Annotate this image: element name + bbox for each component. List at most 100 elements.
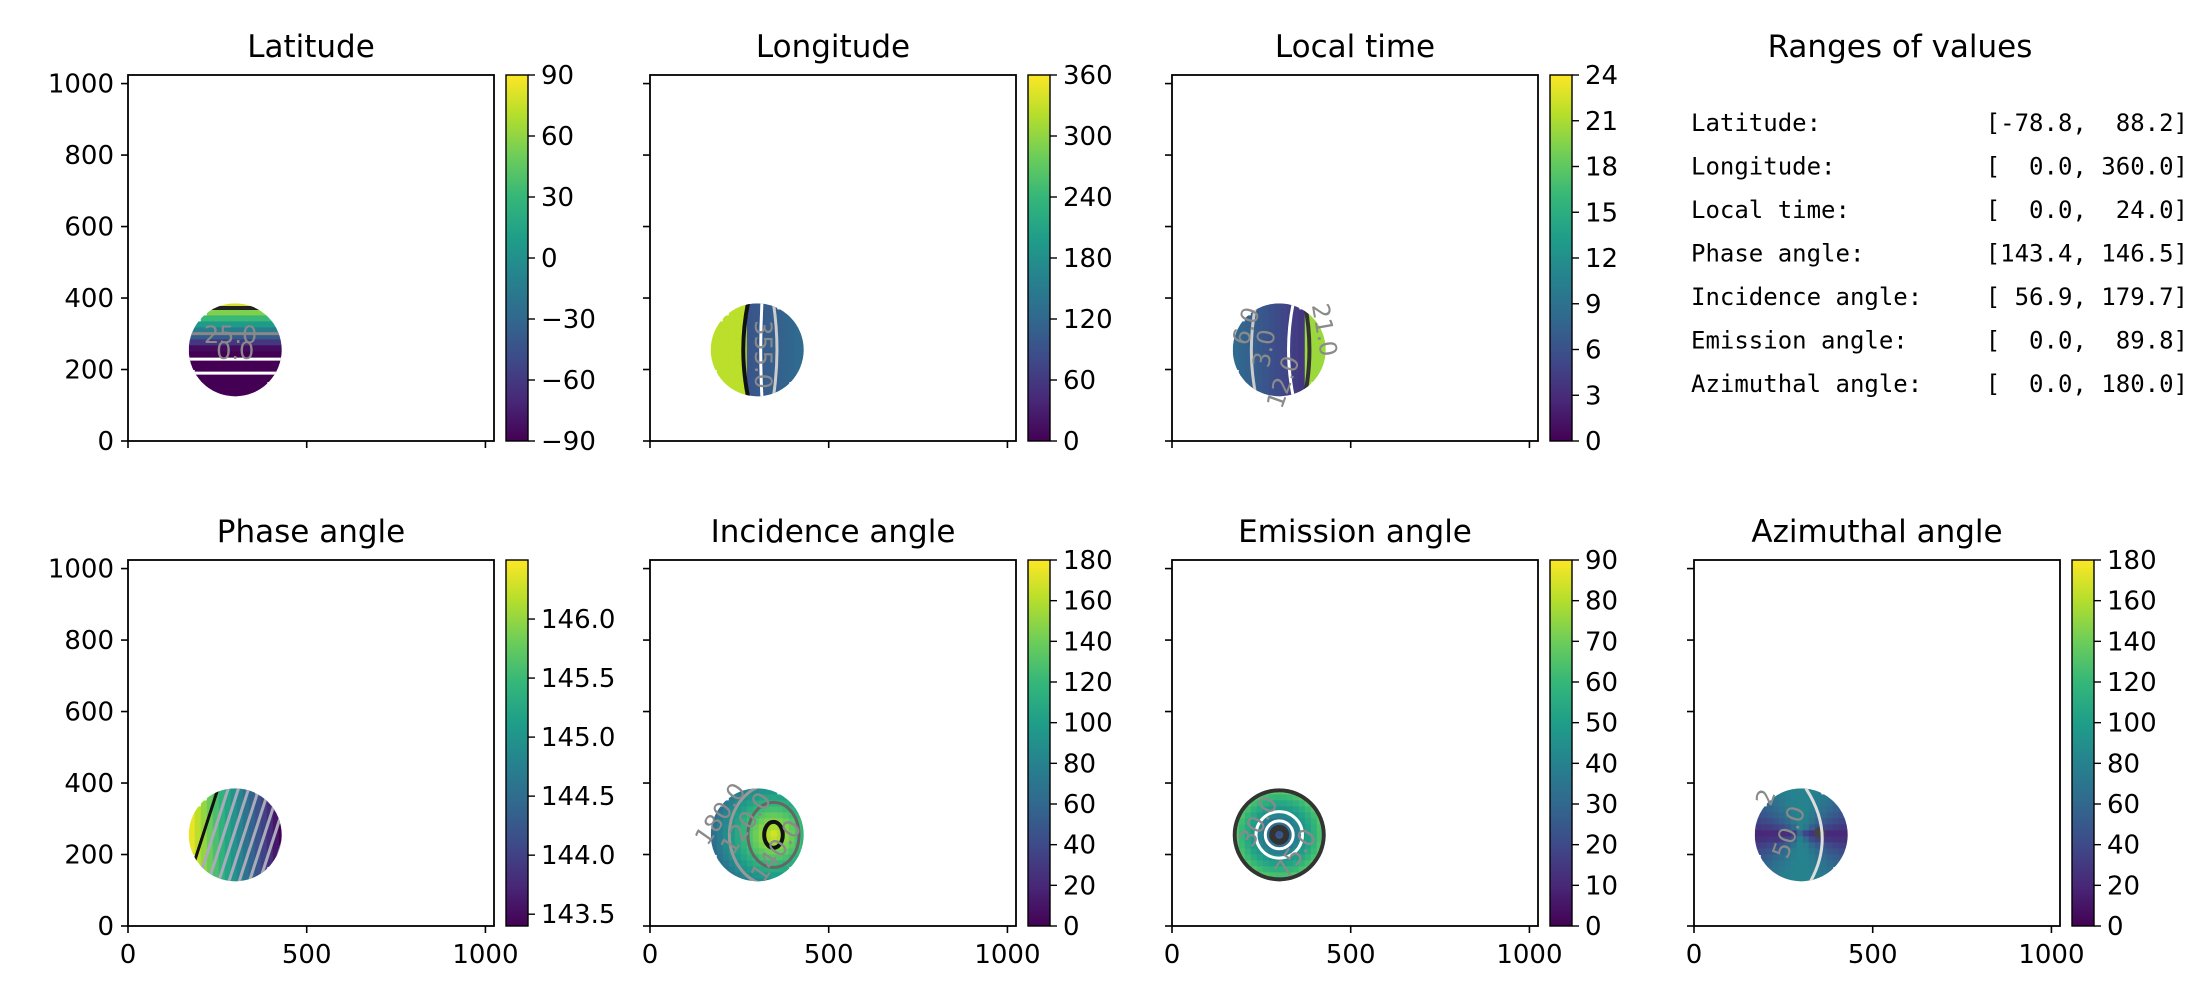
colorbar-tick-label: 12 (1585, 244, 1618, 274)
colorbar-tick-label: 60 (1585, 668, 1618, 698)
axes-frame (127, 74, 495, 442)
y-tick-label: 1000 (48, 70, 114, 100)
ranges-title: Ranges of values (1768, 29, 2033, 65)
contour-lines (1804, 788, 1826, 882)
ranges-value: [ 0.0, 180.0] (1986, 370, 2188, 398)
colorbar-tick-label: 100 (1063, 709, 1113, 739)
colorbar-tick-label: 160 (1063, 587, 1113, 617)
axes-frame (1171, 74, 1539, 442)
ranges-label: Azimuthal angle: (1691, 370, 1922, 398)
colorbar-tick-label: 3 (1585, 381, 1602, 411)
colorbar-tick-label: 80 (1585, 587, 1618, 617)
colorbar-tick-label: 21 (1585, 107, 1618, 137)
colorbar-tick-label: 60 (1063, 790, 1096, 820)
colorbar-gradient (1027, 559, 1051, 927)
ranges-panel: Ranges of values Latitude: [-78.8, 88.2] Lo… (1691, 29, 2188, 398)
colorbar-tick-label: 6 (1585, 336, 1602, 366)
colorbar-tick-label: 0 (2107, 912, 2124, 942)
colorbar-tick-label: 100 (2107, 709, 2157, 739)
contour-lines (741, 303, 779, 397)
ranges-label: Local time: (1691, 196, 1850, 224)
colorbar-tick-label: 120 (2107, 668, 2157, 698)
colorbar-tick-label: −30 (541, 305, 596, 335)
contour-lines (727, 788, 804, 882)
ranges-value: [ 0.0, 360.0] (1986, 153, 2188, 181)
ranges-label: Incidence angle: (1691, 283, 1922, 311)
subplot-title: Local time (1275, 29, 1435, 65)
x-tick-label: 0 (1686, 940, 1703, 970)
y-tick-label: 400 (64, 284, 114, 314)
y-tick-label: 600 (64, 213, 114, 243)
colorbar-tick-label: 240 (1063, 183, 1113, 213)
colorbar: 143.5 144.0 144.5 145.0 145.5 146.0 (505, 559, 615, 930)
colorbar-tick-label: 140 (1063, 627, 1113, 657)
axes-frame (649, 559, 1017, 927)
colorbar-tick-label: 0 (1585, 912, 1602, 942)
colorbar-tick-label: 140 (2107, 627, 2157, 657)
ranges-value: [-78.8, 88.2] (1986, 109, 2188, 137)
y-tick-label: 800 (64, 626, 114, 656)
colorbar-tick-label: 60 (2107, 790, 2140, 820)
colorbar-tick-label: 120 (1063, 305, 1113, 335)
y-tick-label: 1000 (48, 555, 114, 585)
colorbar-tick-label: 300 (1063, 122, 1113, 152)
colorbar-tick-label: 20 (1585, 831, 1618, 861)
colorbar-tick-label: 80 (1063, 749, 1096, 779)
ranges-value: [ 0.0, 89.8] (1986, 327, 2188, 355)
colorbar-tick-label: 360 (1063, 61, 1113, 91)
colorbar-gradient (1549, 74, 1573, 442)
colorbar-tick-label: 40 (1063, 831, 1096, 861)
colorbar-tick-label: 60 (1063, 366, 1096, 396)
colorbar-tick-label: 40 (1585, 749, 1618, 779)
colorbar: 0 20 40 60 80 100 120 140 160 180 (1027, 546, 1113, 942)
colorbar-tick-label: 15 (1585, 198, 1618, 228)
subplot-title: Phase angle (217, 514, 405, 550)
x-tick-label: 500 (1848, 940, 1898, 970)
contour-label: 0.0 (216, 337, 254, 365)
subplot-latitude: Latitude25.00.002004006008001000−90−60−3… (48, 29, 596, 457)
colorbar-tick-label: 30 (541, 183, 574, 213)
ranges-value: [ 56.9, 179.7] (1986, 283, 2188, 311)
colorbar-tick-label: 30 (1585, 790, 1618, 820)
ranges-value: [143.4, 146.5] (1986, 240, 2188, 268)
colorbar-tick-label: 143.5 (541, 900, 615, 930)
colorbar: 0 20 40 60 80 100 120 140 160 180 (2071, 546, 2157, 942)
x-tick-label: 500 (804, 940, 854, 970)
axes-frame (649, 74, 1017, 442)
colorbar-tick-label: 9 (1585, 290, 1602, 320)
x-tick-label: 1000 (452, 940, 518, 970)
colorbar-tick-label: −60 (541, 366, 596, 396)
colorbar-tick-label: 145.0 (541, 723, 615, 753)
colorbar-tick-label: 0 (1585, 427, 1602, 457)
ranges-label: Phase angle: (1691, 240, 1864, 268)
x-tick-label: 0 (642, 940, 659, 970)
contour-label: 2 (1750, 785, 1782, 809)
colorbar: 0 10 20 30 40 50 60 70 80 90 (1549, 546, 1618, 942)
ranges-label: Longitude: (1691, 153, 1836, 181)
y-tick-label: 800 (64, 141, 114, 171)
contour-lines (1249, 303, 1312, 397)
x-tick-label: 1000 (1496, 940, 1562, 970)
subplot-title: Latitude (247, 29, 375, 65)
colorbar-tick-label: 146.0 (541, 605, 615, 635)
colorbar-tick-label: 20 (2107, 871, 2140, 901)
x-tick-label: 0 (1164, 940, 1181, 970)
subplot-title: Incidence angle (711, 514, 956, 550)
axes-frame (127, 559, 495, 927)
axes-frame (1171, 559, 1539, 927)
colorbar-tick-label: 160 (2107, 587, 2157, 617)
y-tick-label: 0 (97, 912, 114, 942)
y-tick-label: 200 (64, 356, 114, 386)
y-tick-label: 400 (64, 769, 114, 799)
subplot-phase: Phase angle 0 200 400 600 800 1000 0 500 1000 143.… (48, 514, 616, 970)
subplot-longitude: Longitude 355.0 0 60 120 180 240 300 360 (643, 29, 1113, 457)
colorbar-tick-label: 50 (1585, 709, 1618, 739)
colorbar-tick-label: 144.5 (541, 782, 615, 812)
contour-lines (188, 306, 282, 375)
colorbar-gradient (2071, 559, 2095, 927)
contour-label: 25.0 (204, 321, 257, 349)
colorbar-tick-label: 0 (1063, 427, 1080, 457)
subplot-title: Longitude (756, 29, 910, 65)
colorbar-tick-label: 180 (2107, 546, 2157, 576)
